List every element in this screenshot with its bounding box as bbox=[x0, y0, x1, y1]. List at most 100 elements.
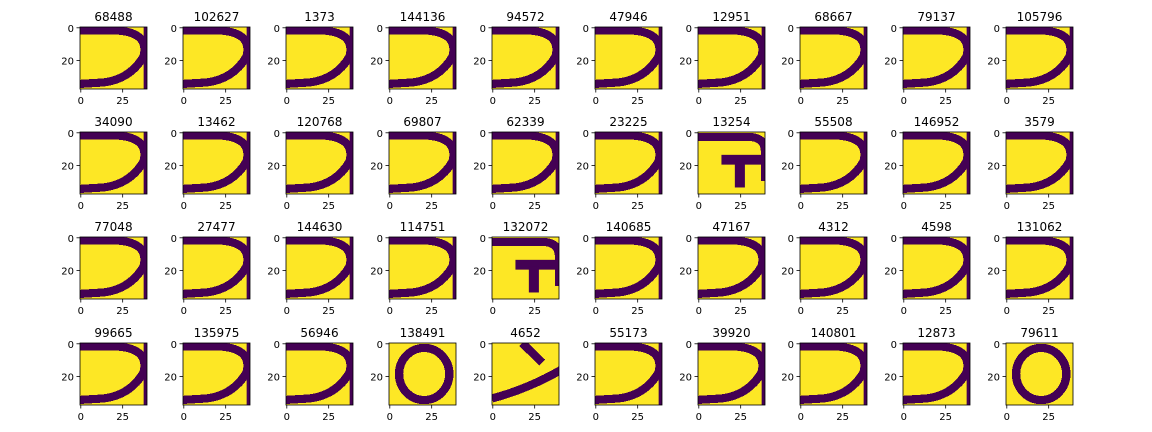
y-tick-label: 20 bbox=[987, 372, 1000, 383]
y-tick-label: 20 bbox=[370, 266, 383, 277]
panel-frame bbox=[491, 342, 560, 406]
panel-frame bbox=[697, 236, 766, 300]
glyph-edge bbox=[761, 27, 765, 89]
y-tick-label: 0 bbox=[686, 340, 692, 351]
panel-frame bbox=[79, 131, 148, 195]
panel-image bbox=[286, 237, 353, 299]
y-tick-label: 20 bbox=[576, 161, 589, 172]
panel-image bbox=[492, 237, 559, 299]
y-tick-label: 20 bbox=[267, 56, 280, 67]
y-tick-label: 20 bbox=[370, 161, 383, 172]
x-tick-label: 25 bbox=[219, 306, 232, 317]
y-tick-label: 20 bbox=[473, 372, 486, 383]
panel-image bbox=[80, 237, 147, 299]
image-panel: 140685 0 20 0 25 bbox=[576, 220, 663, 317]
panel-frame bbox=[491, 236, 560, 300]
panel-image bbox=[903, 237, 970, 299]
panel-frame bbox=[799, 26, 868, 90]
y-tick-label: 0 bbox=[686, 129, 692, 140]
x-tick-label: 0 bbox=[593, 96, 599, 107]
x-tick-label: 25 bbox=[528, 306, 541, 317]
y-tick-label: 20 bbox=[884, 161, 897, 172]
x-tick-label: 0 bbox=[284, 306, 290, 317]
panel-title: 94572 bbox=[506, 10, 544, 24]
y-tick-label: 0 bbox=[891, 234, 897, 245]
panel-title: 140801 bbox=[811, 326, 857, 340]
y-tick-label: 0 bbox=[583, 340, 589, 351]
x-tick-label: 0 bbox=[696, 412, 702, 423]
y-tick-label: 0 bbox=[686, 24, 692, 35]
panel-image bbox=[698, 132, 765, 194]
x-tick-label: 0 bbox=[901, 412, 907, 423]
x-tick-label: 25 bbox=[939, 96, 952, 107]
x-tick-label: 25 bbox=[322, 201, 335, 212]
glyph-edge bbox=[349, 237, 353, 299]
panel-title: 69807 bbox=[403, 115, 441, 129]
y-tick-label: 0 bbox=[583, 129, 589, 140]
image-panel: 23225 0 20 0 25 bbox=[576, 115, 663, 212]
panel-frame bbox=[697, 131, 766, 195]
panel-frame bbox=[491, 26, 560, 90]
x-tick-label: 0 bbox=[78, 201, 84, 212]
y-tick-label: 20 bbox=[61, 372, 74, 383]
y-tick-label: 20 bbox=[164, 266, 177, 277]
x-tick-label: 25 bbox=[734, 201, 747, 212]
image-panel: 1373 0 20 0 25 bbox=[267, 10, 354, 107]
panel-image bbox=[903, 343, 970, 405]
x-tick-label: 25 bbox=[116, 306, 129, 317]
glyph-edge bbox=[349, 27, 353, 89]
x-tick-label: 0 bbox=[181, 412, 187, 423]
image-panel: 94572 0 20 0 25 bbox=[473, 10, 560, 107]
x-tick-label: 0 bbox=[696, 201, 702, 212]
panel-image bbox=[492, 27, 559, 89]
image-panel: 39920 0 20 0 25 bbox=[679, 326, 766, 423]
glyph-edge bbox=[658, 27, 662, 89]
x-tick-label: 25 bbox=[425, 201, 438, 212]
image-panel: 47946 0 20 0 25 bbox=[576, 10, 663, 107]
x-tick-label: 0 bbox=[798, 412, 804, 423]
y-tick-label: 0 bbox=[788, 129, 794, 140]
panel-title: 77048 bbox=[94, 220, 132, 234]
x-tick-label: 0 bbox=[593, 201, 599, 212]
y-tick-label: 20 bbox=[473, 56, 486, 67]
panel-title: 120768 bbox=[297, 115, 343, 129]
y-tick-label: 20 bbox=[473, 161, 486, 172]
x-tick-label: 25 bbox=[528, 96, 541, 107]
image-panel: 47167 0 20 0 25 bbox=[679, 220, 766, 317]
x-tick-label: 25 bbox=[939, 412, 952, 423]
x-tick-label: 25 bbox=[939, 306, 952, 317]
x-tick-label: 25 bbox=[1042, 412, 1055, 423]
y-tick-label: 0 bbox=[377, 340, 383, 351]
y-tick-label: 20 bbox=[987, 161, 1000, 172]
image-panel: 140801 0 20 0 25 bbox=[781, 326, 868, 423]
panel-title: 99665 bbox=[94, 326, 132, 340]
glyph-stroke bbox=[183, 237, 250, 298]
x-tick-label: 25 bbox=[836, 96, 849, 107]
panel-image bbox=[1006, 132, 1073, 194]
y-tick-label: 20 bbox=[679, 161, 692, 172]
panel-image bbox=[698, 27, 765, 89]
panel-frame bbox=[697, 26, 766, 90]
panel-frame bbox=[1005, 342, 1074, 406]
y-tick-label: 20 bbox=[267, 161, 280, 172]
glyph-edge bbox=[966, 237, 970, 299]
panel-title: 4312 bbox=[818, 220, 849, 234]
y-tick-label: 20 bbox=[884, 56, 897, 67]
panel-image bbox=[903, 132, 970, 194]
image-panel: 99665 0 20 0 25 bbox=[61, 326, 148, 423]
x-tick-label: 0 bbox=[901, 96, 907, 107]
image-panel: 68667 0 20 0 25 bbox=[781, 10, 868, 107]
y-tick-label: 20 bbox=[267, 372, 280, 383]
glyph-edge bbox=[143, 343, 147, 405]
image-panel: 144136 0 20 0 25 bbox=[370, 10, 457, 107]
panel-title: 47946 bbox=[609, 10, 647, 24]
x-tick-label: 0 bbox=[593, 412, 599, 423]
glyph-edge bbox=[966, 27, 970, 89]
x-tick-label: 0 bbox=[387, 96, 393, 107]
y-tick-label: 20 bbox=[679, 266, 692, 277]
glyph-edge bbox=[555, 27, 559, 89]
x-tick-label: 25 bbox=[631, 412, 644, 423]
panel-image bbox=[1006, 237, 1073, 299]
image-panel: 131062 0 20 0 25 bbox=[987, 220, 1074, 317]
panel-title: 62339 bbox=[506, 115, 544, 129]
